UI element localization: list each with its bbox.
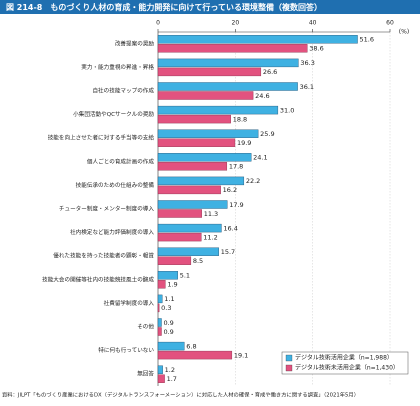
y-tick-label: 優れた技能を持った技能者の顕彰・報賞 (53, 252, 154, 260)
y-tick-label: 無回答 (137, 370, 154, 378)
bar (157, 67, 262, 77)
x-tick-label: 0 (156, 20, 160, 27)
bar (157, 209, 202, 218)
y-tick-label: 改善提案の奨励 (115, 39, 155, 47)
y-tick-label: 技能大会の開催等社内の技能競技風土の醸成 (42, 275, 154, 283)
bar (157, 280, 166, 289)
value-label: 24.6 (255, 92, 269, 100)
value-label: 17.9 (229, 201, 243, 209)
value-label: 19.9 (237, 139, 251, 147)
y-tick-label: 社内検定など能力評価制度の導入 (70, 228, 154, 236)
x-tick-label: 20 (232, 20, 240, 27)
value-label: 0.3 (161, 304, 171, 312)
bar (157, 82, 298, 91)
bar (157, 341, 185, 351)
value-label: 5.1 (180, 272, 190, 280)
bar (157, 232, 202, 242)
value-label: 25.9 (260, 130, 274, 138)
value-label: 6.8 (186, 342, 196, 350)
unit-label: (%) (399, 29, 409, 36)
value-label: 26.6 (263, 68, 277, 76)
legend-swatch (285, 364, 293, 372)
bar (157, 176, 245, 186)
y-tick-label: 個人ごとの育成計画の作成 (87, 157, 154, 165)
value-label: 1.7 (167, 375, 177, 383)
y-tick-label: 実力・能力重視の昇進・昇格 (81, 63, 154, 71)
legend-swatch (285, 354, 293, 362)
bar (157, 374, 165, 383)
bar (157, 200, 228, 209)
value-label: 8.5 (193, 257, 203, 265)
y-tick-label: 技能伝承のための仕組みの整備 (76, 181, 155, 189)
value-label: 16.2 (223, 186, 237, 194)
y-tick-label: その他 (137, 323, 154, 331)
legend-label: デジタル技術活用企業（n=1,988） (295, 354, 393, 362)
value-label: 24.1 (253, 154, 267, 162)
value-label: 0.9 (163, 319, 173, 327)
bar (157, 294, 163, 304)
value-label: 18.8 (233, 115, 247, 123)
bar (157, 223, 222, 233)
y-tick-label: 小集団活動やQCサークルの奨励 (73, 110, 154, 118)
bar (157, 35, 358, 44)
y-tick-label: 社費留学制度の導入 (104, 299, 155, 307)
bar (157, 318, 162, 327)
bar (157, 256, 192, 265)
value-label: 38.6 (309, 45, 323, 53)
value-label: 51.6 (360, 36, 374, 44)
y-tick-label: 技能を向上させた者に対する手当等の支給 (48, 134, 155, 142)
value-label: 11.3 (204, 210, 218, 218)
bar (157, 105, 279, 115)
bar (157, 327, 162, 336)
value-label: 1.9 (167, 281, 177, 289)
bar (157, 129, 259, 138)
bar (157, 247, 219, 256)
bar (157, 162, 228, 171)
bar (157, 365, 163, 374)
x-tick-label: 60 (386, 20, 394, 27)
bar (157, 114, 231, 124)
value-label: 16.4 (223, 224, 237, 232)
bar (157, 153, 252, 162)
y-tick-label: 自社の技能マップの作成 (92, 87, 154, 95)
chart-title: 図 214-8 ものづくり人材の育成・能力開発に向けて行っている環境整備（複数回… (6, 2, 322, 12)
bar (157, 91, 254, 100)
value-label: 31.0 (280, 106, 294, 114)
value-label: 1.2 (165, 366, 175, 374)
value-label: 11.2 (203, 233, 217, 241)
value-label: 1.1 (164, 295, 174, 303)
bar (157, 185, 221, 195)
bar (157, 303, 160, 313)
title-bar (0, 0, 420, 14)
value-label: 19.1 (234, 351, 248, 359)
y-tick-label: チューター制度・メンター制度の導入 (59, 205, 155, 213)
x-tick-label: 40 (309, 20, 317, 27)
bar (157, 271, 178, 280)
value-label: 0.9 (163, 328, 173, 336)
source: 資料：JILPT「ものづくり産業におけるDX（デジタルトランスフォーメーション）… (2, 391, 359, 399)
bar (157, 350, 233, 360)
legend-label: デジタル技術未活用企業（n=1,430） (295, 364, 399, 372)
value-label: 22.2 (246, 177, 260, 185)
legend-box (281, 351, 409, 375)
value-label: 36.1 (300, 83, 314, 91)
y-tick-label: 特に何も行っていない (98, 346, 154, 354)
value-label: 15.7 (221, 248, 235, 256)
bar (157, 58, 299, 68)
value-label: 36.3 (300, 59, 314, 67)
bar (157, 138, 236, 147)
value-label: 17.8 (229, 163, 243, 171)
bar (157, 44, 308, 53)
